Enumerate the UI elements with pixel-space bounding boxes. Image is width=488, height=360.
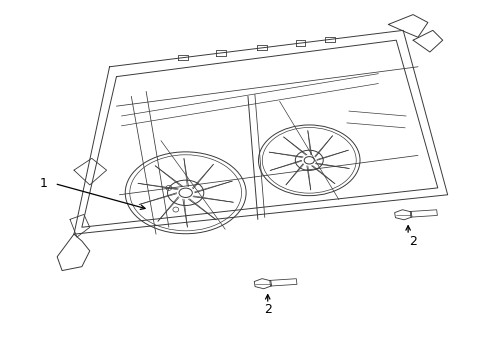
Text: 2: 2: [263, 303, 271, 316]
Text: 1: 1: [40, 177, 48, 190]
Text: 2: 2: [408, 235, 416, 248]
